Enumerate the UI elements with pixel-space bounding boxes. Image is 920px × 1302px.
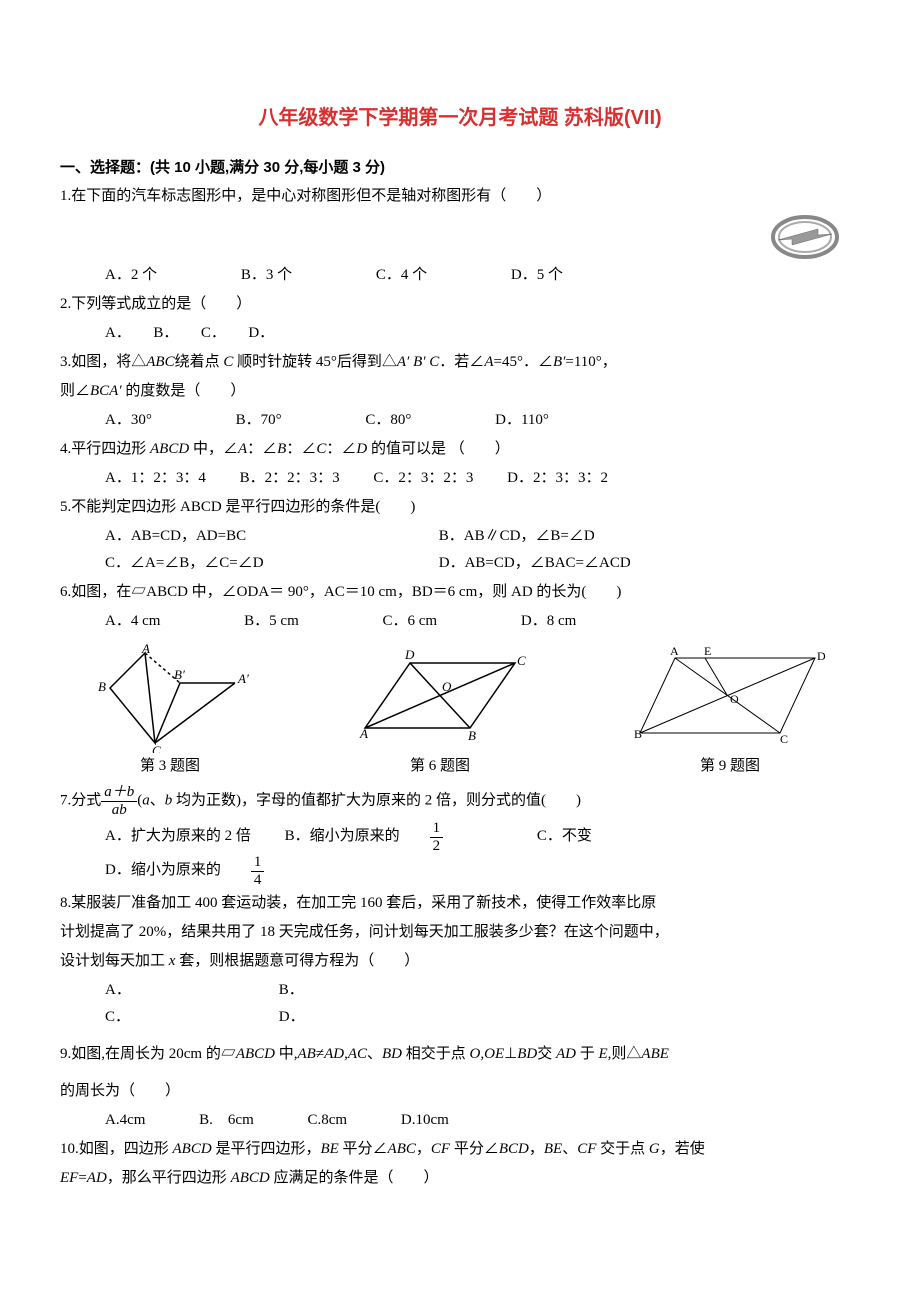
q9-l2: 的周长为（ ） xyxy=(60,1078,860,1105)
svg-text:O: O xyxy=(730,692,739,706)
section-header: 一、选择题：(共 10 小题,满分 30 分,每小题 3 分) xyxy=(60,154,860,181)
q6-options: A．4 cm B．5 cm C．6 cm D．8 cm xyxy=(60,608,860,635)
q3-line2: 则∠BCA′ 的度数是（ ） xyxy=(60,378,860,405)
page-title: 八年级数学下学期第一次月考试题 苏科版(VII) xyxy=(60,100,860,136)
svg-text:B: B xyxy=(98,679,106,694)
q8-l3: 设计划每天加工 x 套，则根据题意可得方程为（ ） xyxy=(60,948,860,975)
q8-l1: 8.某服装厂准备加工 400 套运动装，在加工完 160 套后，采用了新技术，使… xyxy=(60,890,860,917)
q5-text: 5.不能判定四边形 ABCD 是平行四边形的条件是( ) xyxy=(60,494,860,521)
q1-optA: A．2 个 xyxy=(105,262,157,289)
svg-text:O: O xyxy=(442,679,452,694)
q5-options-row2: C．∠A=∠B，∠C=∠D D．AB=CD，∠BAC=∠ACD xyxy=(60,550,860,577)
svg-text:C: C xyxy=(152,743,161,753)
q7-options: A．扩大为原来的 2 倍 B．缩小为原来的12 C．不变 D．缩小为原来的14 xyxy=(60,820,860,888)
q1-text: 1.在下面的汽车标志图形中，是中心对称图形但不是轴对称图形有（ ） xyxy=(60,183,860,210)
q8-l2: 计划提高了 20%，结果共用了 18 天完成任务，问计划每天加工服装多少套？在这… xyxy=(60,919,860,946)
q7-text: 7.分式a＋bab(a、b 均为正数)，字母的值都扩大为原来的 2 倍，则分式的… xyxy=(60,784,860,818)
svg-text:A: A xyxy=(141,643,150,656)
svg-text:A: A xyxy=(359,726,368,741)
q8-options-r1: A． B． xyxy=(60,977,860,1004)
q4-text: 4.平行四边形 ABCD 中，∠A：∠B：∠C：∠D 的值可以是 （ ） xyxy=(60,436,860,463)
q9-l1: 9.如图,在周长为 20cm 的▱ABCD 中,AB≠AD,AC、BD 相交于点… xyxy=(60,1041,860,1068)
fig9: A E D B C O 第 9 题图 xyxy=(630,643,830,780)
svg-text:C: C xyxy=(517,653,526,668)
q5-options-row1: A．AB=CD，AD=BC B．AB∥CD，∠B=∠D xyxy=(60,523,860,550)
q6-text: 6.如图，在▱ABCD 中，∠ODA＝ 90°，AC＝10 cm，BD＝6 cm… xyxy=(60,579,860,606)
q8-options-r2: C． D． xyxy=(60,1004,860,1031)
svg-text:B′: B′ xyxy=(174,667,185,682)
q9-options: A.4cm B. 6cm C.8cm D.10cm xyxy=(60,1107,860,1134)
svg-text:D: D xyxy=(817,649,826,663)
q3-line1: 3.如图，将△ABC绕着点 C 顺时针旋转 45°后得到△A′ B′ C．若∠A… xyxy=(60,349,860,376)
fig6: A B C D O 第 6 题图 xyxy=(350,643,530,780)
fig3: A B C B′ A′ 第 3 题图 xyxy=(90,643,250,780)
q2-options: A． B． C． D． xyxy=(60,320,860,347)
q4-options: A．1：2：3：4 B．2：2：3：3 C．2：3：2：3 D．2：3：3：2 xyxy=(60,465,860,492)
logo-image xyxy=(770,212,840,262)
svg-text:B: B xyxy=(468,728,476,743)
q10-l1: 10.如图，四边形 ABCD 是平行四边形，BE 平分∠ABC，CF 平分∠BC… xyxy=(60,1136,860,1163)
q1-options: A．2 个 B．3 个 C．4 个 D．5 个 xyxy=(60,262,860,289)
q3-options: A．30° B．70° C．80° D．110° xyxy=(60,407,860,434)
svg-text:B: B xyxy=(634,727,642,741)
q1-optB: B．3 个 xyxy=(241,262,292,289)
q1-optC: C．4 个 xyxy=(376,262,427,289)
q10-l2: EF=AD，那么平行四边形 ABCD 应满足的条件是（ ） xyxy=(60,1165,860,1192)
figure-row: A B C B′ A′ 第 3 题图 A B C D O 第 6 题图 xyxy=(60,643,860,780)
svg-text:A: A xyxy=(670,644,679,658)
svg-text:E: E xyxy=(704,644,711,658)
svg-text:D: D xyxy=(404,647,415,662)
svg-text:C: C xyxy=(780,732,788,746)
svg-text:A′: A′ xyxy=(237,671,249,686)
q2-text: 2.下列等式成立的是（ ） xyxy=(60,291,860,318)
q1-optD: D．5 个 xyxy=(511,262,563,289)
